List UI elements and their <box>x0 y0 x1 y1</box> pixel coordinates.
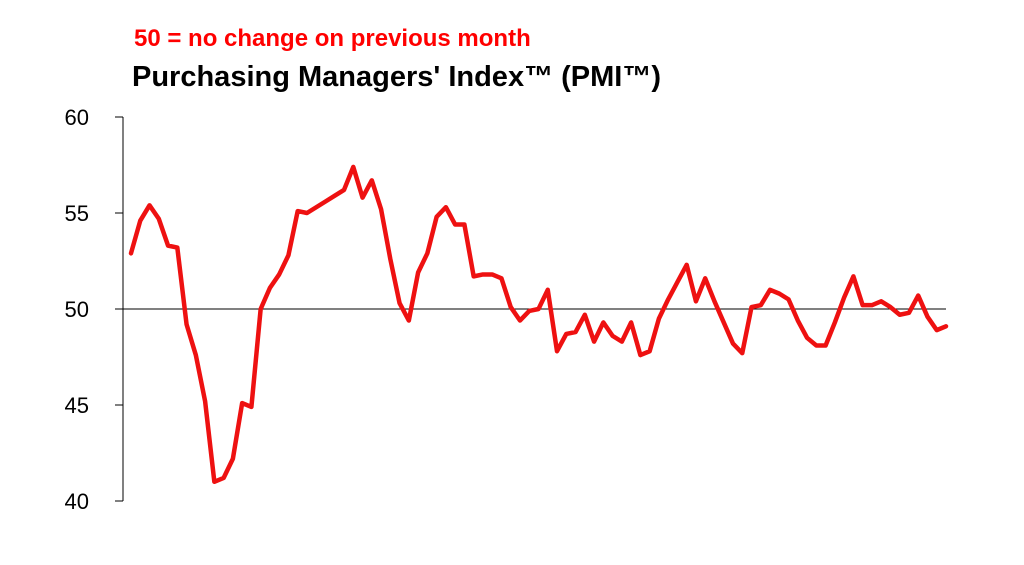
chart-title: Purchasing Managers' Index™ (PMI™) <box>132 61 661 93</box>
y-tick-label-60: 60 <box>65 105 89 130</box>
annotation-note: 50 = no change on previous month <box>134 25 531 52</box>
series-group <box>128 164 949 485</box>
pmi-series-line <box>128 164 949 485</box>
axes: 40 45 50 55 60 <box>65 105 124 514</box>
y-tick-label-45: 45 <box>65 393 89 418</box>
y-tick-label-40: 40 <box>65 489 89 514</box>
y-tick-label-50: 50 <box>65 297 89 322</box>
y-tick-label-55: 55 <box>65 201 89 226</box>
